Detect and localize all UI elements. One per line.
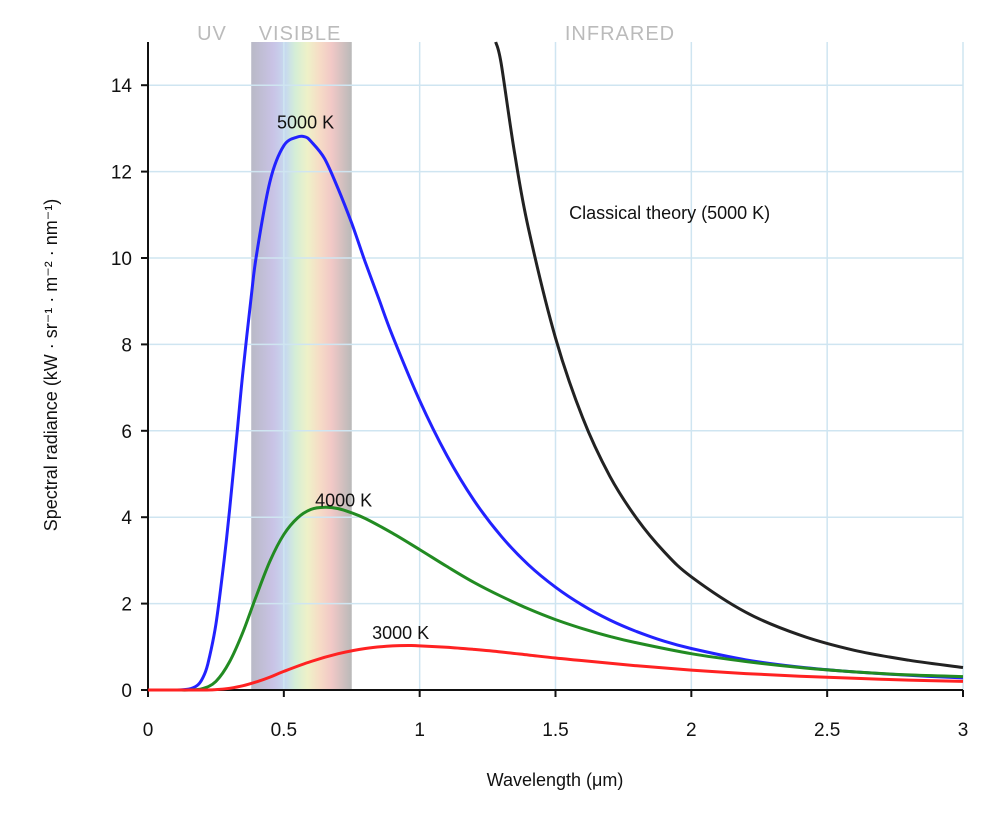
- series-line-3000k: [147, 643, 964, 692]
- region-label-uv: UV: [197, 23, 227, 45]
- x-tick-label: 3: [958, 720, 969, 741]
- y-tick-label: 0: [121, 681, 132, 702]
- y-axis-label: Spectral radiance (kW · sr⁻¹ · m⁻² · nm⁻…: [41, 199, 61, 532]
- y-tick-label: 10: [111, 249, 132, 270]
- region-label-infrared: INFRARED: [565, 23, 675, 45]
- x-tick-label: 2.5: [814, 720, 840, 741]
- y-tick-label: 8: [121, 335, 132, 356]
- x-tick-label: 0.5: [271, 720, 297, 741]
- series-label-5000k: 5000 K: [277, 112, 334, 132]
- series-line-4000k: [147, 505, 964, 692]
- axes: 0 0.5 1 1.5 2 2.5 3 0 2 4 6 8 10 12 14: [111, 42, 968, 741]
- series-lines: [147, 41, 964, 692]
- grid-lines: [148, 42, 964, 690]
- series-line-5000k: [147, 134, 964, 692]
- x-tick-label: 1.5: [542, 720, 568, 741]
- y-tick-label: 12: [111, 163, 132, 184]
- series-label-3000k: 3000 K: [372, 623, 429, 643]
- region-labels: UV VISIBLE INFRARED: [197, 23, 675, 45]
- series-label-4000k: 4000 K: [315, 490, 372, 510]
- series-labels: 5000 K 4000 K 3000 K Classical theory (5…: [277, 112, 770, 643]
- y-tick-label: 4: [121, 508, 132, 529]
- series-label-classical-theory: Classical theory (5000 K): [569, 203, 770, 223]
- x-tick-label: 1: [414, 720, 425, 741]
- y-tick-label: 6: [121, 422, 132, 443]
- x-axis-label: Wavelength (μm): [487, 770, 624, 790]
- visible-spectrum-band: [251, 42, 352, 690]
- visible-band-rect: [251, 42, 352, 690]
- x-tick-label: 2: [686, 720, 697, 741]
- y-tick-label: 14: [111, 76, 133, 97]
- y-tick-label: 2: [121, 595, 132, 616]
- series-line-classical-theory: [494, 41, 964, 669]
- x-tick-label: 0: [143, 720, 154, 741]
- region-label-visible: VISIBLE: [259, 23, 342, 45]
